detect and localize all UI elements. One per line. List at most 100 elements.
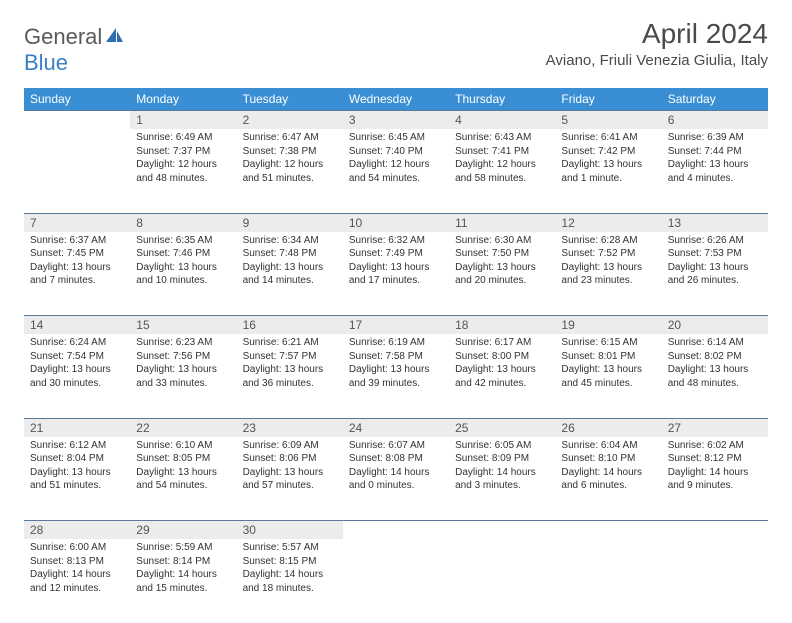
day-number-cell: 17 — [343, 316, 449, 335]
day-number-cell — [555, 521, 661, 540]
daylight-line: Daylight: 13 hours and 48 minutes. — [668, 363, 762, 390]
day-content-cell: Sunrise: 6:21 AMSunset: 7:57 PMDaylight:… — [237, 334, 343, 418]
day-number-cell: 15 — [130, 316, 236, 335]
day-number-cell: 20 — [662, 316, 768, 335]
sunset-line: Sunset: 8:08 PM — [349, 452, 443, 466]
sunset-line: Sunset: 8:01 PM — [561, 350, 655, 364]
logo-sail-icon — [104, 26, 124, 49]
day-content-cell: Sunrise: 6:24 AMSunset: 7:54 PMDaylight:… — [24, 334, 130, 418]
header: General Blue April 2024 Aviano, Friuli V… — [24, 18, 768, 76]
daylight-line: Daylight: 13 hours and 30 minutes. — [30, 363, 124, 390]
sunrise-line: Sunrise: 6:35 AM — [136, 234, 230, 248]
weekday-header: Sunday — [24, 88, 130, 111]
sunrise-line: Sunrise: 6:19 AM — [349, 336, 443, 350]
daylight-line: Daylight: 12 hours and 58 minutes. — [455, 158, 549, 185]
sunset-line: Sunset: 8:13 PM — [30, 555, 124, 569]
sunset-line: Sunset: 7:40 PM — [349, 145, 443, 159]
daylight-line: Daylight: 14 hours and 3 minutes. — [455, 466, 549, 493]
day-content-cell: Sunrise: 6:14 AMSunset: 8:02 PMDaylight:… — [662, 334, 768, 418]
daylight-line: Daylight: 13 hours and 39 minutes. — [349, 363, 443, 390]
day-number-cell: 23 — [237, 418, 343, 437]
day-content-row: Sunrise: 6:12 AMSunset: 8:04 PMDaylight:… — [24, 437, 768, 521]
day-content-cell: Sunrise: 6:26 AMSunset: 7:53 PMDaylight:… — [662, 232, 768, 316]
day-number-cell: 5 — [555, 111, 661, 130]
day-content-cell: Sunrise: 6:04 AMSunset: 8:10 PMDaylight:… — [555, 437, 661, 521]
daylight-line: Daylight: 14 hours and 0 minutes. — [349, 466, 443, 493]
title-block: April 2024 Aviano, Friuli Venezia Giulia… — [546, 18, 768, 69]
sunrise-line: Sunrise: 6:32 AM — [349, 234, 443, 248]
day-content-cell: Sunrise: 6:41 AMSunset: 7:42 PMDaylight:… — [555, 129, 661, 213]
day-content-cell: Sunrise: 6:09 AMSunset: 8:06 PMDaylight:… — [237, 437, 343, 521]
daylight-line: Daylight: 12 hours and 51 minutes. — [243, 158, 337, 185]
daylight-line: Daylight: 13 hours and 17 minutes. — [349, 261, 443, 288]
sunset-line: Sunset: 8:09 PM — [455, 452, 549, 466]
day-content-cell — [343, 539, 449, 623]
sunset-line: Sunset: 7:56 PM — [136, 350, 230, 364]
sunset-line: Sunset: 7:49 PM — [349, 247, 443, 261]
daylight-line: Daylight: 13 hours and 26 minutes. — [668, 261, 762, 288]
sunrise-line: Sunrise: 6:07 AM — [349, 439, 443, 453]
day-content-cell: Sunrise: 6:47 AMSunset: 7:38 PMDaylight:… — [237, 129, 343, 213]
day-number-cell: 28 — [24, 521, 130, 540]
day-number-row: 21222324252627 — [24, 418, 768, 437]
sunset-line: Sunset: 8:10 PM — [561, 452, 655, 466]
daylight-line: Daylight: 13 hours and 33 minutes. — [136, 363, 230, 390]
daylight-line: Daylight: 13 hours and 7 minutes. — [30, 261, 124, 288]
weekday-header: Thursday — [449, 88, 555, 111]
sunset-line: Sunset: 7:53 PM — [668, 247, 762, 261]
day-content-cell: Sunrise: 6:28 AMSunset: 7:52 PMDaylight:… — [555, 232, 661, 316]
day-number-cell: 13 — [662, 213, 768, 232]
day-number-cell — [343, 521, 449, 540]
day-content-cell: Sunrise: 5:59 AMSunset: 8:14 PMDaylight:… — [130, 539, 236, 623]
sunrise-line: Sunrise: 6:00 AM — [30, 541, 124, 555]
weekday-header: Friday — [555, 88, 661, 111]
sunrise-line: Sunrise: 6:30 AM — [455, 234, 549, 248]
sunset-line: Sunset: 7:44 PM — [668, 145, 762, 159]
day-content-row: Sunrise: 6:37 AMSunset: 7:45 PMDaylight:… — [24, 232, 768, 316]
sunrise-line: Sunrise: 6:45 AM — [349, 131, 443, 145]
day-number-cell: 10 — [343, 213, 449, 232]
day-content-cell: Sunrise: 6:32 AMSunset: 7:49 PMDaylight:… — [343, 232, 449, 316]
day-content-cell: Sunrise: 6:34 AMSunset: 7:48 PMDaylight:… — [237, 232, 343, 316]
weekday-header: Monday — [130, 88, 236, 111]
day-content-row: Sunrise: 6:00 AMSunset: 8:13 PM Daylight:… — [24, 539, 768, 623]
sunrise-line: Sunrise: 6:41 AM — [561, 131, 655, 145]
sunset-line: Sunset: 8:15 PM — [243, 555, 337, 569]
day-content-cell: Sunrise: 6:00 AMSunset: 8:13 PMDaylight:… — [24, 539, 130, 623]
sunset-line: Sunset: 7:50 PM — [455, 247, 549, 261]
day-content-cell: Sunrise: 6:12 AMSunset: 8:04 PMDaylight:… — [24, 437, 130, 521]
daylight-line: Daylight: 14 hours and 15 minutes. — [136, 568, 230, 595]
day-number-row: 14151617181920 — [24, 316, 768, 335]
sunrise-line: Sunrise: 6:43 AM — [455, 131, 549, 145]
sunset-line: Sunset: 7:42 PM — [561, 145, 655, 159]
day-content-cell: Sunrise: 6:45 AMSunset: 7:40 PMDaylight:… — [343, 129, 449, 213]
sunrise-line: Sunrise: 6:21 AM — [243, 336, 337, 350]
sunset-line: Sunset: 7:57 PM — [243, 350, 337, 364]
daylight-line: Daylight: 14 hours and 18 minutes. — [243, 568, 337, 595]
day-content-cell — [449, 539, 555, 623]
sunset-line: Sunset: 7:58 PM — [349, 350, 443, 364]
sunrise-line: Sunrise: 6:28 AM — [561, 234, 655, 248]
weekday-header: Saturday — [662, 88, 768, 111]
day-content-cell: Sunrise: 6:37 AMSunset: 7:45 PMDaylight:… — [24, 232, 130, 316]
day-number-cell: 21 — [24, 418, 130, 437]
sunset-line: Sunset: 8:02 PM — [668, 350, 762, 364]
sunset-line: Sunset: 8:12 PM — [668, 452, 762, 466]
sunset-line: Sunset: 7:54 PM — [30, 350, 124, 364]
sunrise-line: Sunrise: 5:59 AM — [136, 541, 230, 555]
sunset-line: Sunset: 8:14 PM — [136, 555, 230, 569]
daylight-line: Daylight: 13 hours and 20 minutes. — [455, 261, 549, 288]
sunrise-line: Sunrise: 6:17 AM — [455, 336, 549, 350]
day-number-cell: 19 — [555, 316, 661, 335]
daylight-line: Daylight: 13 hours and 1 minute. — [561, 158, 655, 185]
weekday-header-row: SundayMondayTuesdayWednesdayThursdayFrid… — [24, 88, 768, 111]
sunset-line: Sunset: 7:52 PM — [561, 247, 655, 261]
day-number-cell: 12 — [555, 213, 661, 232]
daylight-line: Daylight: 13 hours and 14 minutes. — [243, 261, 337, 288]
day-number-cell: 3 — [343, 111, 449, 130]
sunrise-line: Sunrise: 6:47 AM — [243, 131, 337, 145]
day-number-cell: 11 — [449, 213, 555, 232]
sunrise-line: Sunrise: 6:23 AM — [136, 336, 230, 350]
day-number-row: 282930 — [24, 521, 768, 540]
day-number-cell: 29 — [130, 521, 236, 540]
